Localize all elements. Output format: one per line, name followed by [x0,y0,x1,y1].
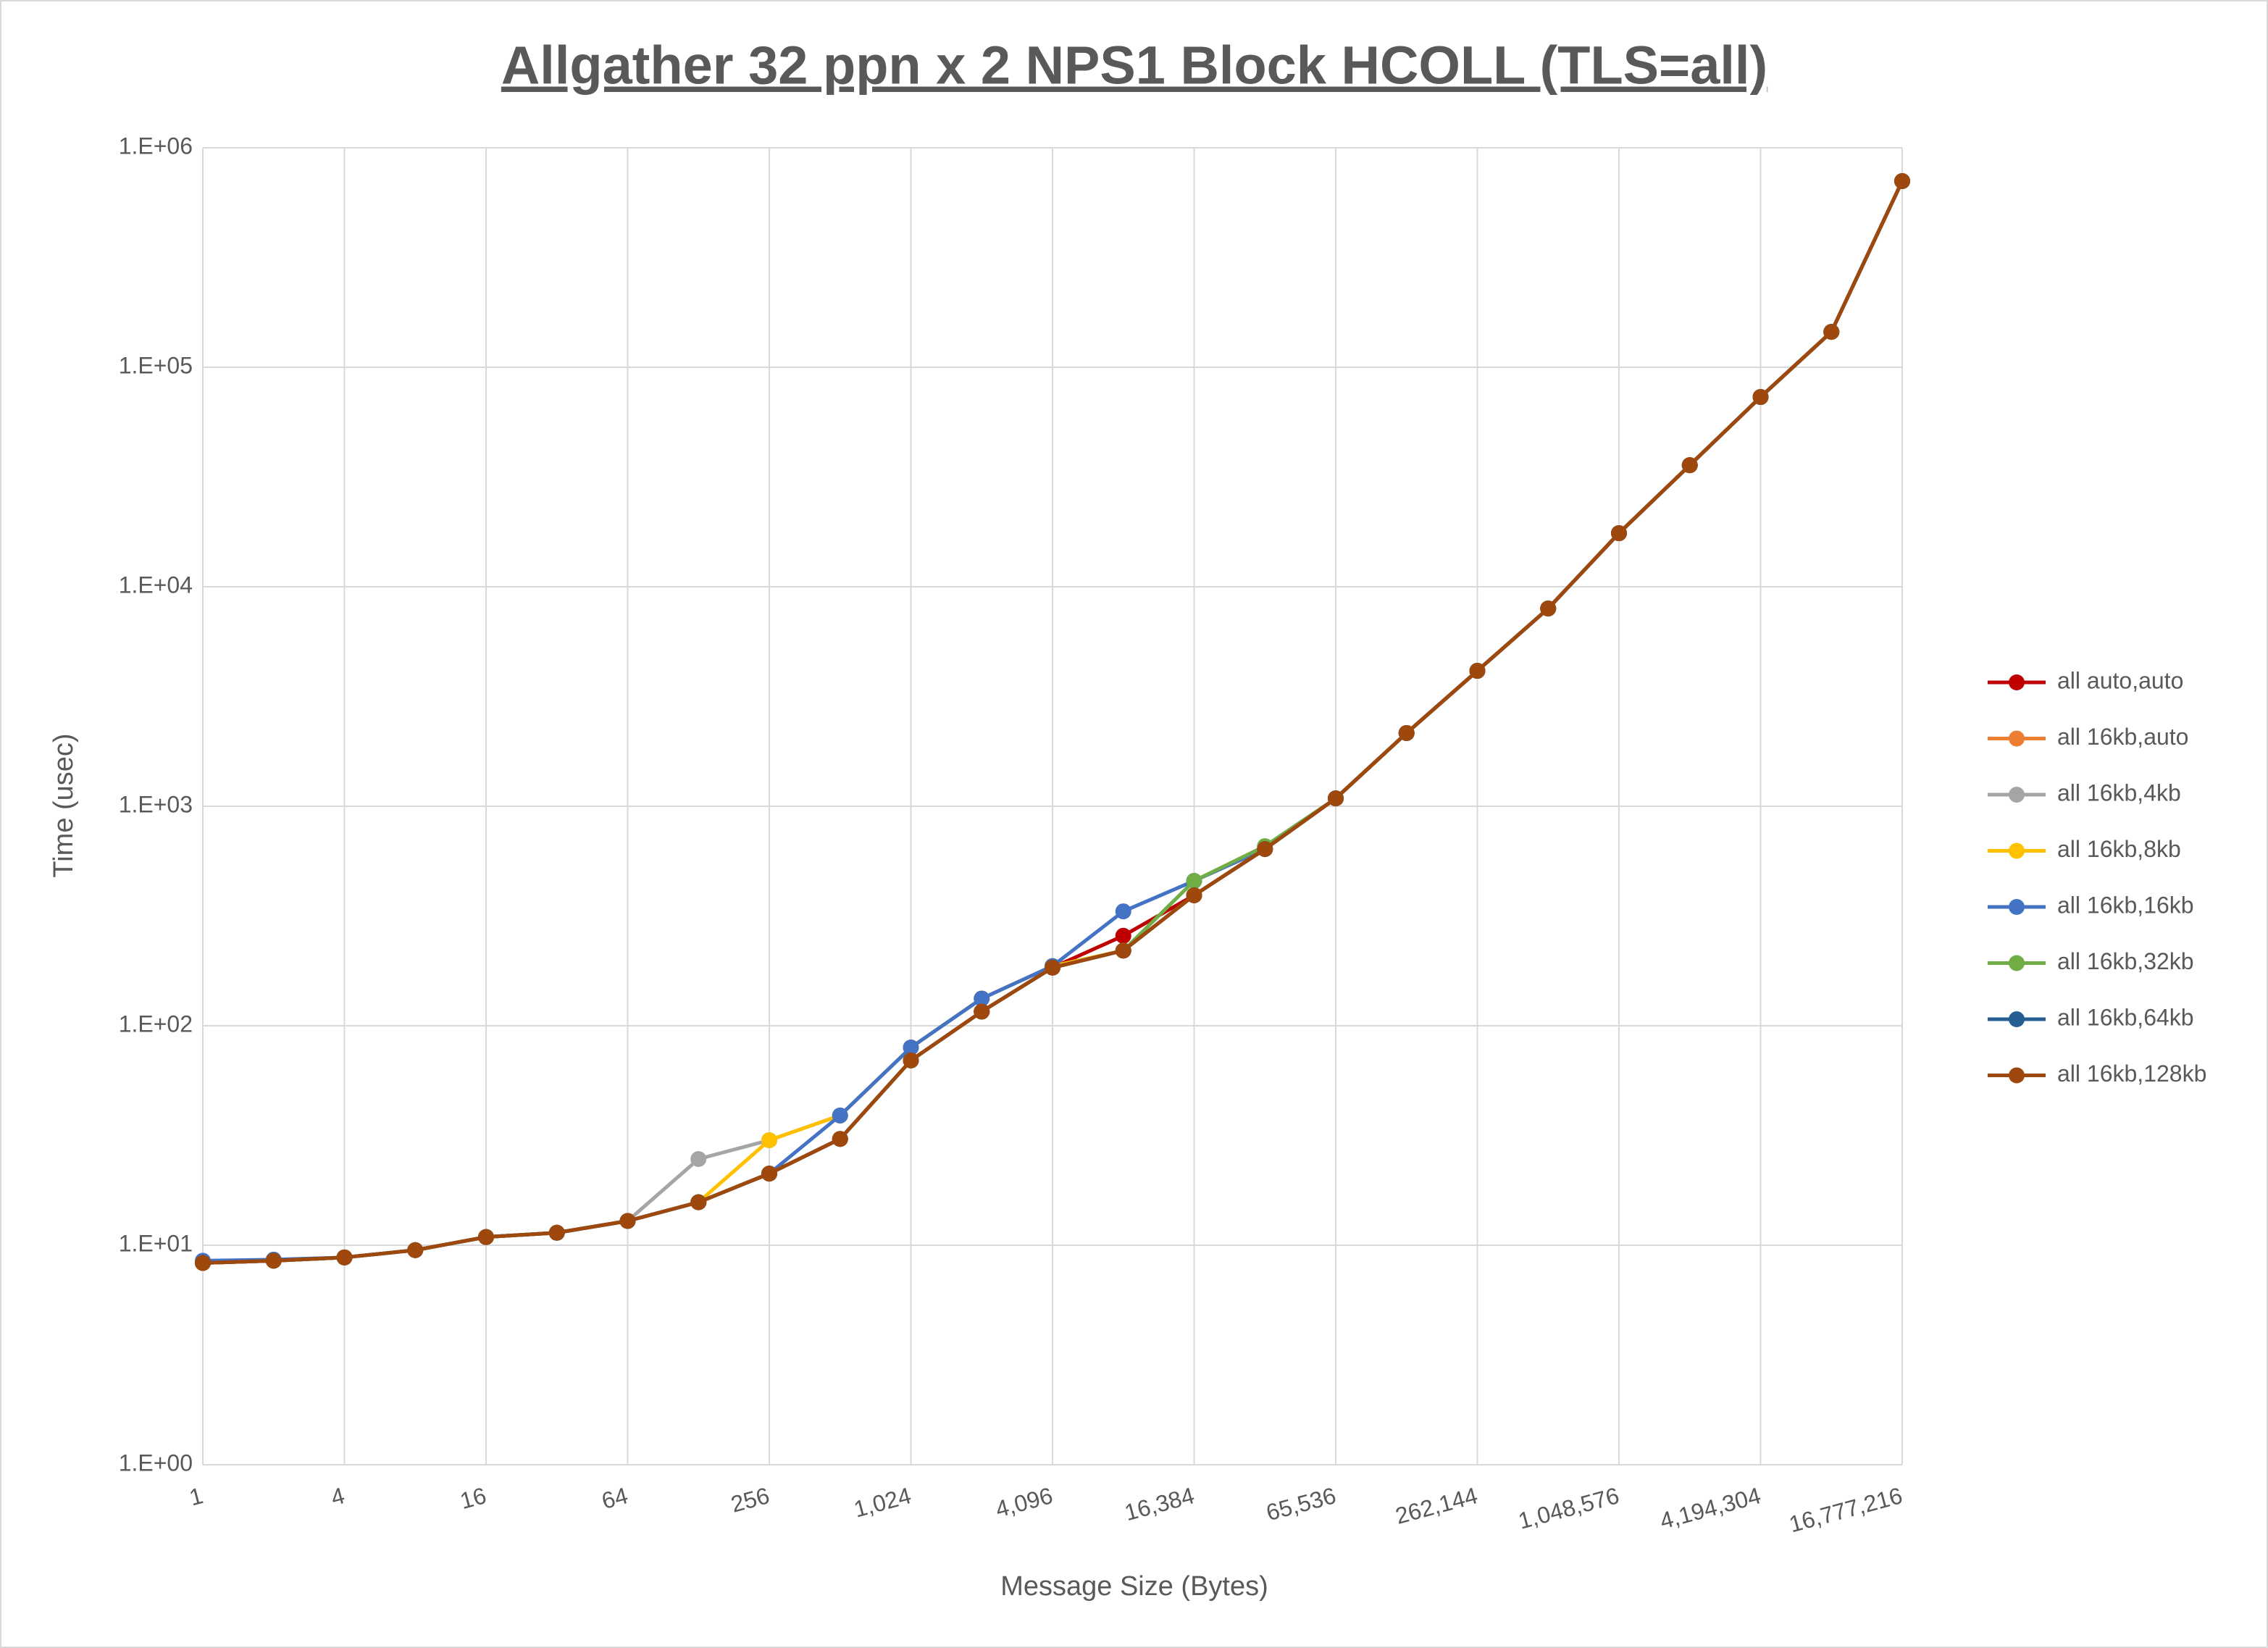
data-point [1186,887,1202,903]
y-tick-label: 1.E+00 [119,1450,193,1476]
y-tick-label: 1.E+01 [119,1230,193,1256]
data-point [407,1242,424,1258]
data-point [1469,663,1486,679]
data-point [1115,903,1131,920]
y-tick-label: 1.E+04 [119,572,193,598]
y-tick-label: 1.E+02 [119,1011,193,1037]
y-tick-label: 1.E+03 [119,791,193,817]
legend-marker [2009,842,2025,859]
data-point [1398,724,1415,741]
data-point [478,1229,494,1245]
legend-marker [2009,787,2025,803]
data-point [832,1107,848,1124]
data-point [1823,324,1840,340]
data-point [832,1131,848,1147]
legend-label: all 16kb,auto [2057,724,2188,750]
legend-label: all 16kb,128kb [2057,1061,2206,1087]
data-point [690,1151,707,1168]
data-point [1611,525,1627,542]
legend-marker [2009,899,2025,915]
data-point [1894,172,1910,189]
data-point [548,1224,565,1241]
legend-label: all 16kb,32kb [2057,948,2194,974]
data-point [1540,601,1557,617]
data-point [619,1213,636,1229]
data-point [903,1040,919,1056]
legend-label: all 16kb,16kb [2057,892,2194,918]
data-point [761,1166,777,1182]
data-point [903,1052,919,1068]
y-axis-title: Time (usec) [49,733,79,877]
data-point [1115,927,1131,944]
data-point [1115,942,1131,959]
data-point [1186,873,1202,890]
y-tick-label: 1.E+06 [119,133,193,159]
y-tick-label: 1.E+05 [119,352,193,378]
legend-label: all 16kb,4kb [2057,779,2181,806]
x-axis-title: Message Size (Bytes) [1000,1571,1268,1602]
data-point [690,1194,707,1210]
legend-marker [2009,1011,2025,1027]
data-point [974,990,990,1007]
legend-label: all 16kb,64kb [2057,1004,2194,1030]
data-point [265,1252,282,1269]
data-point [1328,790,1344,807]
legend-marker [2009,955,2025,971]
data-point [1752,389,1769,406]
data-point [195,1255,211,1271]
data-point [761,1132,777,1148]
legend-marker [2009,1067,2025,1084]
data-point [336,1249,353,1266]
legend-marker [2009,730,2025,747]
data-point [1681,457,1698,474]
data-point [1257,841,1273,858]
data-point [974,1003,990,1020]
data-point [1045,959,1060,976]
chart-title: Allgather 32 ppn x 2 NPS1 Block HCOLL (T… [501,35,1767,96]
legend-marker [2009,674,2025,690]
legend-label: all auto,auto [2057,667,2183,693]
legend-label: all 16kb,8kb [2057,836,2181,862]
